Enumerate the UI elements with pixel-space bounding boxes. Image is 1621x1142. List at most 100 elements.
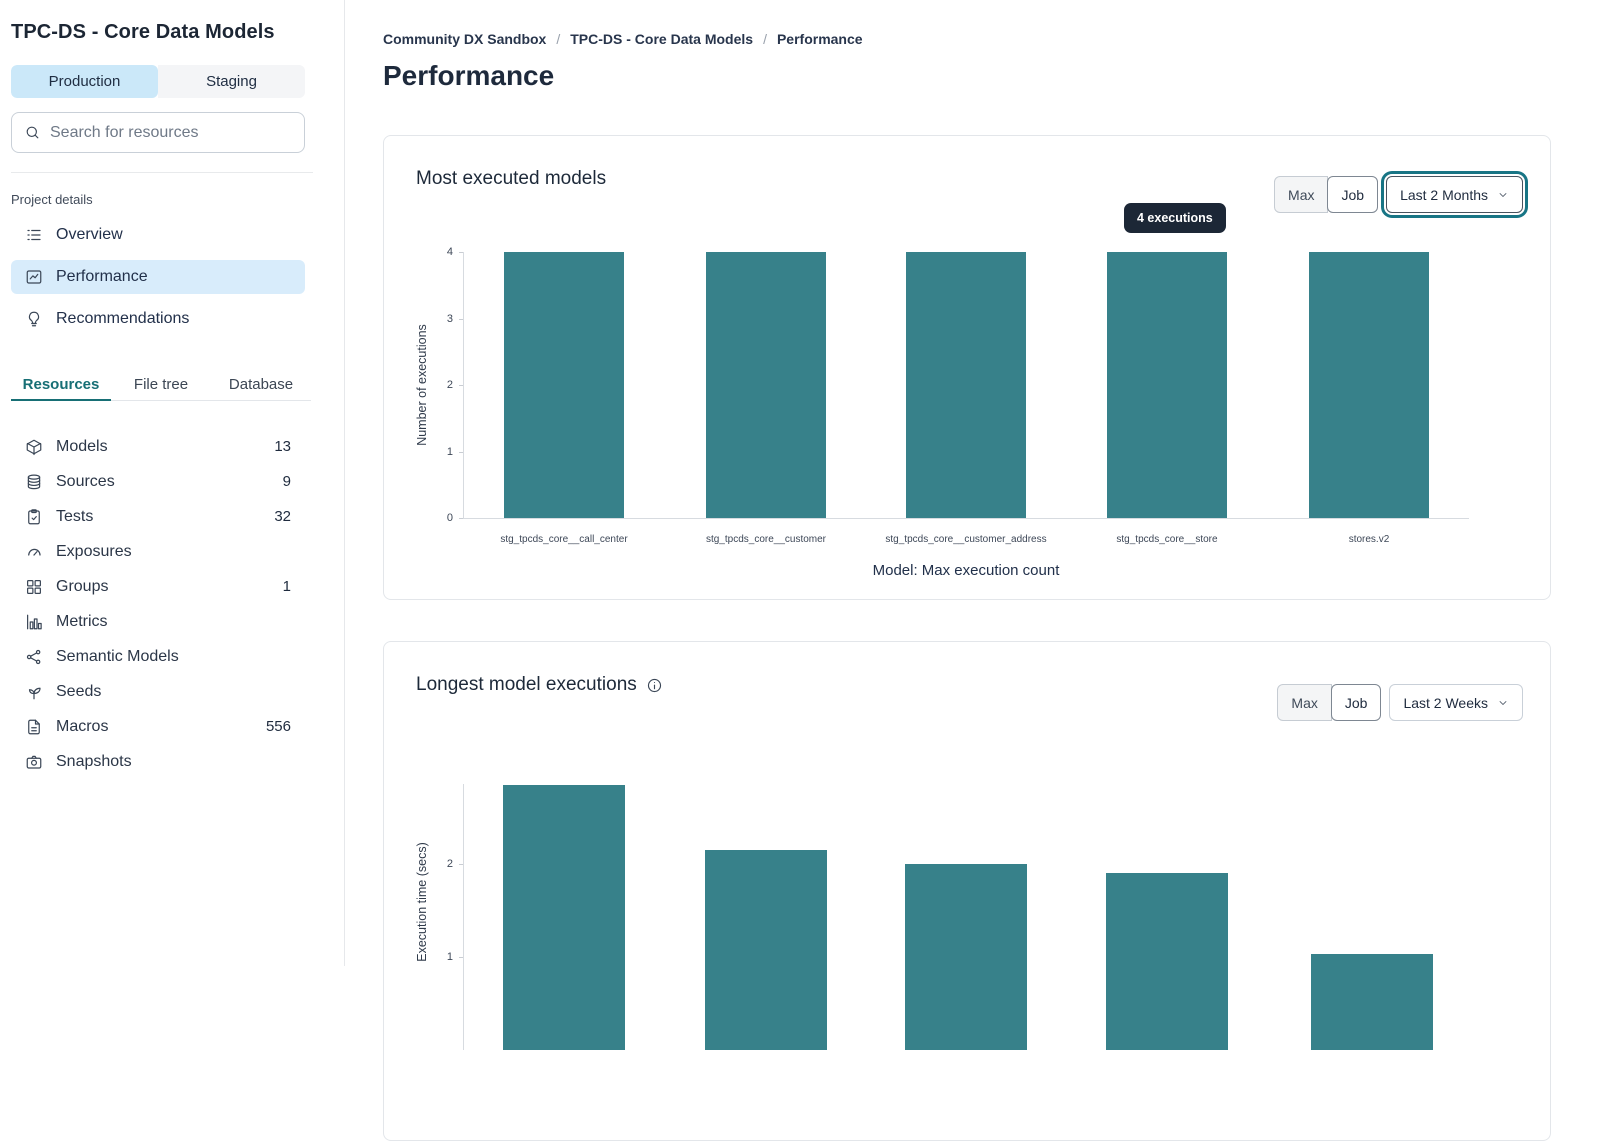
project-title: TPC-DS - Core Data Models: [11, 21, 275, 43]
most-executed-models-chart: Number of executions Model: Max executio…: [384, 246, 1552, 591]
max-job-toggle: Max Job: [1274, 176, 1379, 213]
resource-label: Sources: [56, 472, 115, 490]
tab-database[interactable]: Database: [228, 375, 294, 393]
resource-item-tests[interactable]: Tests 32: [11, 499, 305, 534]
tab-staging[interactable]: Staging: [158, 65, 305, 98]
camera-icon: [25, 753, 43, 771]
file-icon: [25, 718, 43, 736]
bar[interactable]: [504, 252, 624, 518]
x-category-label: stores.v2: [1348, 534, 1390, 545]
max-toggle-button[interactable]: Max: [1274, 176, 1329, 213]
chart-tooltip: 4 executions: [1124, 203, 1226, 233]
card-controls: Max Job Last 2 Months: [1274, 176, 1523, 213]
breadcrumb-current: Performance: [776, 31, 863, 47]
sidebar-item-performance[interactable]: Performance: [11, 260, 305, 294]
x-axis-caption: Model: Max execution count: [872, 562, 1060, 579]
x-category-label: stg_tpcds_core__customer_address: [885, 534, 1047, 545]
bar[interactable]: [706, 252, 826, 518]
resource-label: Groups: [56, 577, 109, 595]
breadcrumb-separator: /: [763, 31, 767, 47]
resource-list: Models 13 Sources 9 Tests 32 Exposures: [11, 429, 305, 779]
bar[interactable]: [905, 864, 1027, 1050]
y-tick-label: 1: [446, 951, 453, 963]
tab-production[interactable]: Production: [11, 65, 158, 98]
resource-item-sources[interactable]: Sources 9: [11, 464, 305, 499]
resource-item-groups[interactable]: Groups 1: [11, 569, 305, 604]
resource-item-models[interactable]: Models 13: [11, 429, 305, 464]
search-box[interactable]: [11, 112, 305, 153]
clipboard-icon: [25, 508, 43, 526]
resource-count: 32: [274, 508, 291, 525]
resource-item-semantic-models[interactable]: Semantic Models: [11, 639, 305, 674]
resource-label: Seeds: [56, 682, 102, 700]
resource-label: Semantic Models: [56, 647, 179, 665]
job-toggle-button[interactable]: Job: [1330, 684, 1382, 721]
bar[interactable]: [1311, 954, 1433, 1050]
resource-label: Tests: [56, 507, 94, 525]
sidebar-item-label: Overview: [56, 226, 123, 243]
bar[interactable]: [503, 785, 625, 1050]
card-title: Most executed models: [416, 168, 607, 189]
y-tick-label: 0: [446, 512, 453, 524]
breadcrumb-account[interactable]: Community DX Sandbox: [383, 31, 547, 47]
time-range-value: Last 2 Weeks: [1403, 694, 1488, 711]
sidebar-item-recommendations[interactable]: Recommendations: [11, 302, 305, 336]
y-tick-mark: [459, 318, 463, 320]
cube-icon: [25, 438, 43, 456]
chevron-down-icon: [1497, 697, 1509, 709]
y-tick-mark: [459, 451, 463, 453]
time-range-dropdown[interactable]: Last 2 Months: [1386, 176, 1523, 213]
y-tick-label: 2: [446, 379, 453, 391]
resource-label: Exposures: [56, 542, 132, 560]
resource-item-macros[interactable]: Macros 556: [11, 709, 305, 744]
bar[interactable]: [1107, 252, 1227, 518]
y-tick-mark: [459, 864, 463, 865]
sidebar-item-overview[interactable]: Overview: [11, 218, 305, 252]
database-icon: [25, 473, 43, 491]
x-category-label: stg_tpcds_core__customer: [705, 534, 827, 545]
y-tick-label: 1: [446, 445, 453, 458]
resource-count: 13: [274, 438, 291, 455]
page-title: Performance: [383, 60, 555, 91]
y-tick-mark: [459, 385, 463, 386]
resource-count: 1: [282, 578, 291, 595]
sidebar-item-label: Recommendations: [56, 310, 190, 327]
tab-resources[interactable]: Resources: [11, 368, 111, 401]
breadcrumb-project[interactable]: TPC-DS - Core Data Models: [570, 31, 754, 47]
bar[interactable]: [1106, 873, 1228, 1050]
chart-line-icon: [25, 268, 43, 286]
card-controls: Max Job Last 2 Weeks: [1277, 684, 1523, 721]
resource-label: Snapshots: [56, 752, 132, 770]
resource-item-snapshots[interactable]: Snapshots: [11, 744, 305, 779]
y-tick-label: 2: [446, 858, 453, 870]
time-range-value: Last 2 Months: [1400, 186, 1488, 203]
job-toggle-button[interactable]: Job: [1327, 176, 1379, 213]
resource-label: Macros: [56, 717, 109, 735]
search-icon: [24, 124, 41, 141]
time-range-dropdown[interactable]: Last 2 Weeks: [1389, 684, 1523, 721]
search-input[interactable]: [50, 123, 292, 142]
max-toggle-button[interactable]: Max: [1277, 684, 1332, 721]
bar[interactable]: [705, 850, 827, 1050]
bar[interactable]: [906, 252, 1026, 518]
sidebar-item-label: Performance: [56, 268, 148, 285]
tab-file-tree[interactable]: File tree: [133, 375, 189, 393]
chevron-down-icon: [1497, 189, 1509, 201]
y-axis-line: [463, 252, 464, 518]
info-icon[interactable]: [646, 677, 663, 694]
resource-item-seeds[interactable]: Seeds: [11, 674, 305, 709]
resource-item-metrics[interactable]: Metrics: [11, 604, 305, 639]
y-tick-mark: [459, 957, 463, 958]
bar[interactable]: [1309, 252, 1429, 518]
max-job-toggle: Max Job: [1277, 684, 1382, 721]
resource-label: Models: [56, 437, 108, 455]
sidebar-divider: [11, 172, 313, 173]
main-content: Community DX Sandbox / TPC-DS - Core Dat…: [346, 0, 1621, 1141]
resource-item-exposures[interactable]: Exposures: [11, 534, 305, 569]
breadcrumb: Community DX Sandbox / TPC-DS - Core Dat…: [383, 31, 863, 47]
longest-model-executions-card: Longest model executions Max Job Last 2 …: [383, 641, 1551, 1141]
network-icon: [25, 648, 43, 666]
card-title-text: Longest model executions: [416, 674, 637, 695]
gauge-icon: [25, 543, 43, 561]
